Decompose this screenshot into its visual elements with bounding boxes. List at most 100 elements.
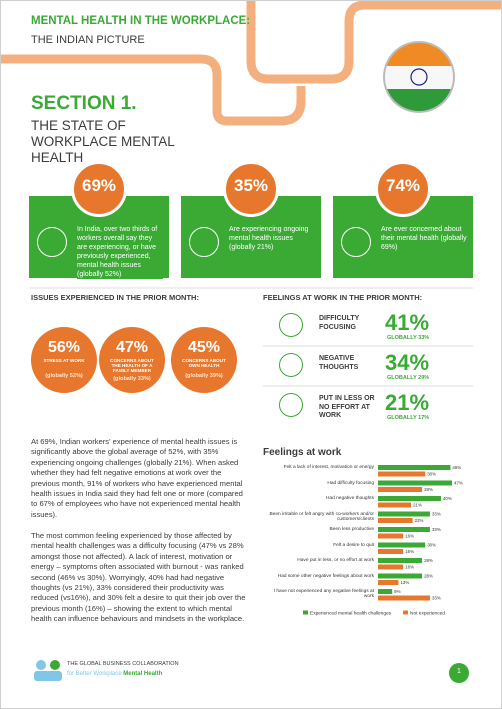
issue-label: CONCERNS ABOUT OWN HEALTH bbox=[182, 358, 226, 369]
value-label: 30% bbox=[427, 472, 436, 477]
header-subtitle: THE INDIAN PICTURE bbox=[31, 34, 145, 46]
stat-value: 74% bbox=[385, 176, 421, 195]
category-label: Felt a desire to quit bbox=[333, 542, 374, 548]
value-label: 13% bbox=[400, 580, 409, 585]
footer-tagline-bold: Mental Health bbox=[123, 671, 163, 677]
stat-circle bbox=[71, 161, 127, 217]
category-label: I have not experienced any negative feel… bbox=[273, 589, 374, 600]
logo bbox=[36, 660, 46, 670]
legend-swatch bbox=[403, 610, 408, 615]
feeling-label: PUT IN LESS OR NO EFFORT AT WORK bbox=[319, 395, 375, 419]
value-label: 30% bbox=[427, 543, 436, 548]
bar bbox=[378, 564, 404, 570]
paragraph: At 69%, Indian workers' experience of me… bbox=[31, 437, 243, 519]
india-flag bbox=[383, 41, 455, 113]
section-title: THE STATE OF WORKPLACE MENTAL HEALTH bbox=[31, 118, 175, 165]
footer-org: THE GLOBAL BUSINESS COLLABORATION bbox=[67, 661, 179, 667]
bar bbox=[378, 595, 430, 601]
category-label: Had negative thoughts bbox=[325, 496, 374, 501]
section-number: SECTION 1. bbox=[31, 93, 137, 114]
value-label: 22% bbox=[415, 518, 424, 523]
bar bbox=[378, 542, 426, 548]
value-label: 9% bbox=[394, 589, 400, 594]
legend-label: Experienced mental health challenges bbox=[310, 610, 392, 616]
value-label: 46% bbox=[452, 465, 461, 470]
stat-value: 69% bbox=[81, 176, 117, 195]
bar bbox=[378, 465, 451, 470]
value-label: 33% bbox=[432, 512, 441, 517]
logo bbox=[50, 660, 60, 670]
feelings-title: FEELINGS AT WORK IN THE PRIOR MONTH: bbox=[263, 293, 423, 302]
stat-icon bbox=[189, 227, 219, 257]
bar bbox=[378, 518, 413, 523]
stat-circle bbox=[375, 161, 431, 217]
issue-circle bbox=[31, 327, 97, 393]
issue-value: 47% bbox=[115, 339, 149, 356]
legend-label: Not experienced bbox=[410, 610, 445, 616]
stat-text: Are ever concerned about their mental he… bbox=[381, 225, 467, 252]
value-label: 16% bbox=[405, 534, 414, 539]
stat-text: Are experiencing ongoing mental health i… bbox=[229, 225, 315, 252]
value-label: 16% bbox=[405, 549, 414, 554]
value-label: 33% bbox=[432, 527, 441, 532]
bar bbox=[378, 487, 423, 492]
chart: 46% 30% 47% 28% 40% 21% 33% 22% 33% 16% 30% 16% 28% 1… bbox=[263, 463, 475, 633]
bar bbox=[378, 589, 393, 594]
value-label: 40% bbox=[443, 496, 452, 501]
stat-text: In India, over two thirds of workers ove… bbox=[77, 225, 163, 279]
bar bbox=[378, 527, 430, 532]
feeling-value: 34% bbox=[385, 350, 430, 375]
feeling-value: 21% bbox=[385, 390, 430, 415]
chart-title: Feelings at work bbox=[263, 447, 342, 458]
feeling-icon bbox=[279, 313, 303, 337]
bar bbox=[378, 471, 426, 477]
legend-swatch bbox=[303, 610, 308, 615]
footer-tagline: for Better Workplace bbox=[67, 671, 122, 677]
stat-icon bbox=[341, 227, 371, 257]
category-label: Been irritable or felt angry with co-wor… bbox=[269, 511, 374, 522]
page-badge bbox=[449, 663, 469, 683]
issue-label: CONCERNS ABOUT THE HEALTH OF A FAMILY ME… bbox=[110, 358, 154, 374]
bar bbox=[378, 573, 423, 579]
decor-curve bbox=[1, 54, 306, 126]
footer-tagline: for Better Workplace Mental Health bbox=[67, 671, 162, 677]
issue-global: (globally 39%) bbox=[185, 373, 223, 379]
value-label: 16% bbox=[405, 565, 414, 570]
feeling-value: 41% bbox=[385, 310, 430, 335]
issue-circle bbox=[171, 327, 237, 393]
feeling-global: GLOBALLY 17% bbox=[387, 415, 430, 421]
value-label: 21% bbox=[413, 503, 422, 508]
stat-value: 35% bbox=[233, 176, 269, 195]
category-label: Had some other negative feelings about w… bbox=[277, 573, 374, 579]
value-label: 28% bbox=[424, 574, 433, 579]
decor-curve bbox=[246, 1, 501, 84]
bar bbox=[378, 502, 412, 508]
bar bbox=[378, 533, 404, 539]
issue-circle bbox=[99, 327, 165, 393]
category-label: Been less productive bbox=[329, 527, 374, 532]
bar bbox=[378, 558, 423, 563]
feeling-global: GLOBALLY 29% bbox=[387, 375, 430, 381]
header-title: MENTAL HEALTH IN THE WORKPLACE: bbox=[31, 15, 251, 27]
category-label: Felt a lack of interest, motivation or e… bbox=[283, 465, 374, 470]
value-label: 28% bbox=[424, 558, 433, 563]
bar bbox=[378, 511, 430, 517]
issue-global: (globally 33%) bbox=[113, 376, 151, 382]
value-label: 28% bbox=[424, 487, 433, 492]
logo bbox=[34, 671, 62, 681]
feeling-icon bbox=[279, 353, 303, 377]
feeling-global: GLOBALLY 33% bbox=[387, 335, 430, 341]
value-label: 33% bbox=[432, 596, 441, 601]
bar bbox=[378, 480, 452, 486]
issue-label: STRESS AT WORK bbox=[43, 358, 85, 363]
feeling-label: DIFFICULTY FOCUSING bbox=[319, 315, 360, 331]
bar bbox=[378, 549, 404, 554]
chart-plot: 46% 30% 47% 28% 40% 21% 33% 22% 33% 16% 30% 16% 28% 1… bbox=[303, 465, 463, 616]
bar bbox=[378, 496, 441, 501]
stat-circle bbox=[223, 161, 279, 217]
page-number: 1 bbox=[457, 668, 461, 675]
category-label: Have put in less, or no effort at work bbox=[297, 558, 374, 563]
category-label: Had difficulty focusing bbox=[327, 480, 374, 486]
